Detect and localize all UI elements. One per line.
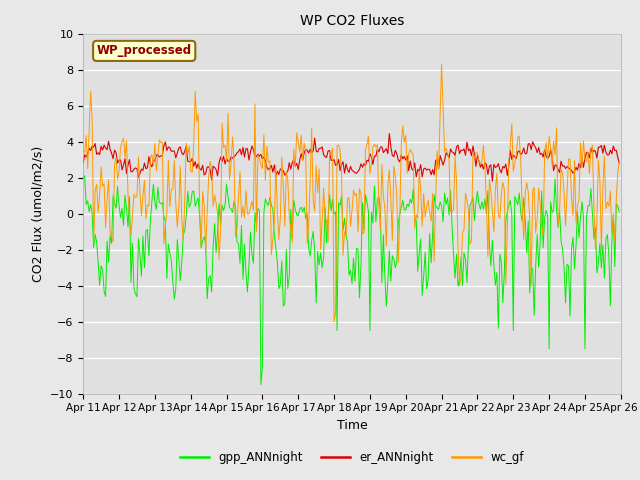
gpp_ANNnight (317, 250, 324, 255)
Line: er_ANNnight: er_ANNnight (83, 133, 620, 181)
er_ANNnight (239, 144, 247, 150)
wc_gf (266, 158, 274, 164)
er_ANNnight (385, 131, 393, 136)
wc_gf (589, 142, 596, 148)
wc_gf (314, 190, 321, 196)
gpp_ANNnight (241, 241, 248, 247)
er_ANNnight (79, 160, 87, 166)
wc_gf (616, 159, 623, 165)
wc_gf (438, 61, 445, 67)
gpp_ANNnight (616, 209, 623, 215)
Y-axis label: CO2 Flux (umol/m2/s): CO2 Flux (umol/m2/s) (31, 145, 45, 282)
gpp_ANNnight (260, 209, 268, 215)
gpp_ANNnight (147, 218, 154, 224)
er_ANNnight (314, 149, 321, 155)
Line: gpp_ANNnight: gpp_ANNnight (83, 176, 620, 384)
gpp_ANNnight (257, 382, 265, 387)
er_ANNnight (145, 154, 153, 159)
wc_gf (257, 162, 265, 168)
gpp_ANNnight (81, 173, 88, 179)
gpp_ANNnight (269, 206, 276, 212)
Legend: gpp_ANNnight, er_ANNnight, wc_gf: gpp_ANNnight, er_ANNnight, wc_gf (175, 446, 529, 469)
er_ANNnight (616, 160, 623, 166)
Line: wc_gf: wc_gf (83, 64, 620, 322)
wc_gf (330, 319, 338, 324)
X-axis label: Time: Time (337, 419, 367, 432)
Title: WP CO2 Fluxes: WP CO2 Fluxes (300, 14, 404, 28)
wc_gf (145, 203, 153, 209)
er_ANNnight (488, 179, 496, 184)
er_ANNnight (589, 150, 596, 156)
gpp_ANNnight (589, 211, 596, 217)
wc_gf (239, 204, 247, 209)
er_ANNnight (257, 152, 265, 157)
wc_gf (79, 148, 87, 154)
Text: WP_processed: WP_processed (97, 44, 192, 58)
er_ANNnight (266, 166, 274, 171)
gpp_ANNnight (79, 175, 87, 180)
